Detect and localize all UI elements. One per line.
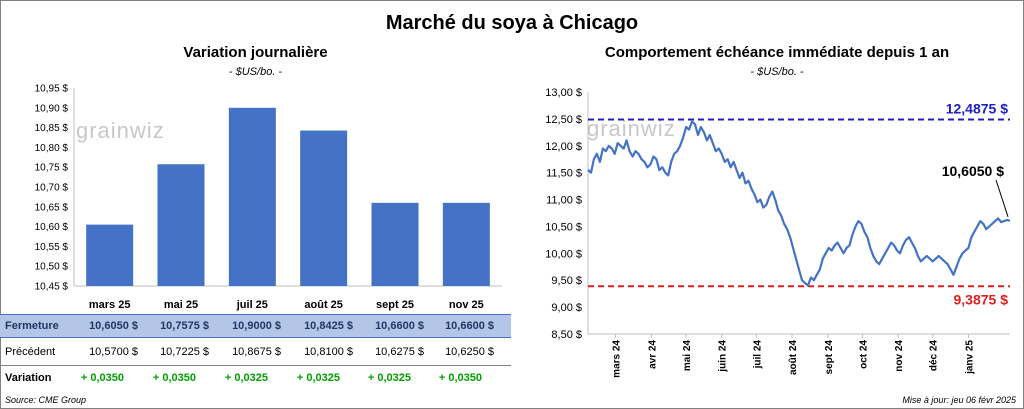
variation-cell: + 0,0350	[152, 372, 196, 384]
variation-cell: + 0,0325	[367, 372, 411, 384]
y-tick-label: 10,95 $	[35, 84, 69, 95]
y-tick-label: 12,00 $	[545, 141, 582, 153]
bar	[371, 202, 419, 286]
y-tick-label: 10,80 $	[35, 143, 69, 154]
y-tick-label: 11,50 $	[546, 168, 582, 180]
x-category-label: août 25	[304, 299, 343, 311]
y-tick-label: 10,75 $	[35, 163, 69, 174]
precedent-cell: 10,7225 $	[160, 346, 209, 358]
x-tick-label: déc 24	[929, 340, 940, 372]
bar	[300, 130, 348, 286]
variation-cell: + 0,0350	[438, 372, 482, 384]
y-tick-label: 10,70 $	[35, 183, 69, 194]
y-tick-label: 10,00 $	[545, 248, 582, 260]
bar	[157, 164, 205, 286]
bar	[86, 224, 134, 286]
x-tick-label: sept 24	[824, 340, 835, 375]
variation-cell: + 0,0350	[80, 372, 124, 384]
y-tick-label: 10,85 $	[35, 123, 69, 134]
fermeture-cell: 10,8425 $	[304, 320, 353, 332]
table-row-variation: Variation + 0,0350 + 0,0350 + 0,0325 + 0…	[0, 367, 511, 389]
precedent-cell: 10,5700 $	[89, 346, 138, 358]
precedent-cell: 10,6275 $	[375, 346, 424, 358]
low-value-label: 9,3875 $	[954, 291, 1009, 307]
table-row-precedent: Précédent 10,5700 $ 10,7225 $ 10,8675 $ …	[0, 341, 511, 363]
x-category-label: sept 25	[376, 299, 414, 311]
bar	[442, 202, 490, 286]
fermeture-cell: 10,6600 $	[445, 320, 494, 332]
x-tick-label: janv 25	[964, 340, 975, 375]
y-tick-label: 10,55 $	[35, 242, 69, 253]
x-tick-label: juin 24	[718, 340, 729, 373]
variation-label: Variation	[5, 372, 52, 384]
x-tick-label: avr 24	[647, 340, 658, 369]
y-tick-label: 10,65 $	[35, 202, 69, 213]
y-tick-label: 9,50 $	[551, 275, 582, 287]
x-category-label: nov 25	[449, 299, 484, 311]
precedent-cell: 10,6250 $	[445, 346, 494, 358]
y-tick-label: 13,00 $	[545, 87, 582, 99]
fermeture-cell: 10,6050 $	[89, 320, 138, 332]
x-tick-label: oct 24	[858, 340, 869, 369]
watermark-left: grainwiz	[76, 118, 165, 143]
table-row-fermeture: Fermeture 10,6050 $ 10,7575 $ 10,9000 $ …	[0, 314, 511, 338]
fermeture-label: Fermeture	[5, 320, 59, 332]
x-tick-label: août 24	[788, 340, 799, 375]
source-note: Source: CME Group	[5, 395, 87, 405]
y-tick-label: 12,50 $	[545, 114, 582, 126]
fermeture-cell: 10,9000 $	[232, 320, 281, 332]
high-value-label: 12,4875 $	[946, 101, 1008, 117]
variation-cell: + 0,0325	[224, 372, 268, 384]
y-tick-label: 10,45 $	[35, 282, 69, 293]
price-series-line	[587, 120, 1011, 287]
main-title: Marché du soya à Chicago	[385, 12, 639, 34]
x-tick-label: mars 24	[612, 340, 623, 378]
y-tick-label: 10,90 $	[35, 103, 69, 114]
x-category-label: juil 25	[236, 299, 268, 311]
daily-variation-bar-chart: 10,45 $ 10,50 $ 10,55 $ 10,60 $ 10,65 $ 10,70…	[35, 84, 502, 311]
update-note: Mise à jour: jeu 06 févr 2025	[902, 395, 1016, 405]
right-chart-title: Comportement échéance immédiate depuis 1…	[604, 44, 950, 61]
x-tick-label: mai 24	[682, 340, 693, 372]
right-chart-unit: - $US/bo. -	[750, 66, 804, 78]
y-tick-label: 9,00 $	[551, 302, 582, 314]
fermeture-cell: 10,7575 $	[160, 320, 209, 332]
x-tick-label: juil 24	[752, 340, 763, 370]
y-tick-label: 11,00 $	[546, 195, 582, 207]
y-tick-label: 8,50 $	[551, 329, 582, 341]
x-category-label: mars 25	[89, 299, 131, 311]
last-value-label: 10,6050 $	[942, 163, 1004, 179]
precedent-label: Précédent	[5, 346, 56, 358]
y-tick-label: 10,60 $	[35, 222, 69, 233]
precedent-cell: 10,8100 $	[304, 346, 353, 358]
x-category-label: mai 25	[164, 299, 198, 311]
y-tick-label: 10,50 $	[35, 262, 69, 273]
fermeture-cell: 10,6600 $	[375, 320, 424, 332]
left-chart-title: Variation journalière	[183, 44, 328, 61]
bar	[228, 107, 276, 286]
table-separator	[0, 365, 511, 366]
left-chart-unit: - $US/bo. -	[228, 66, 283, 78]
precedent-cell: 10,8675 $	[232, 346, 281, 358]
variation-cell: + 0,0325	[296, 372, 340, 384]
y-tick-label: 10,50 $	[545, 221, 582, 233]
x-tick-label: nov 24	[894, 340, 905, 372]
last-value-leader	[995, 179, 1009, 217]
